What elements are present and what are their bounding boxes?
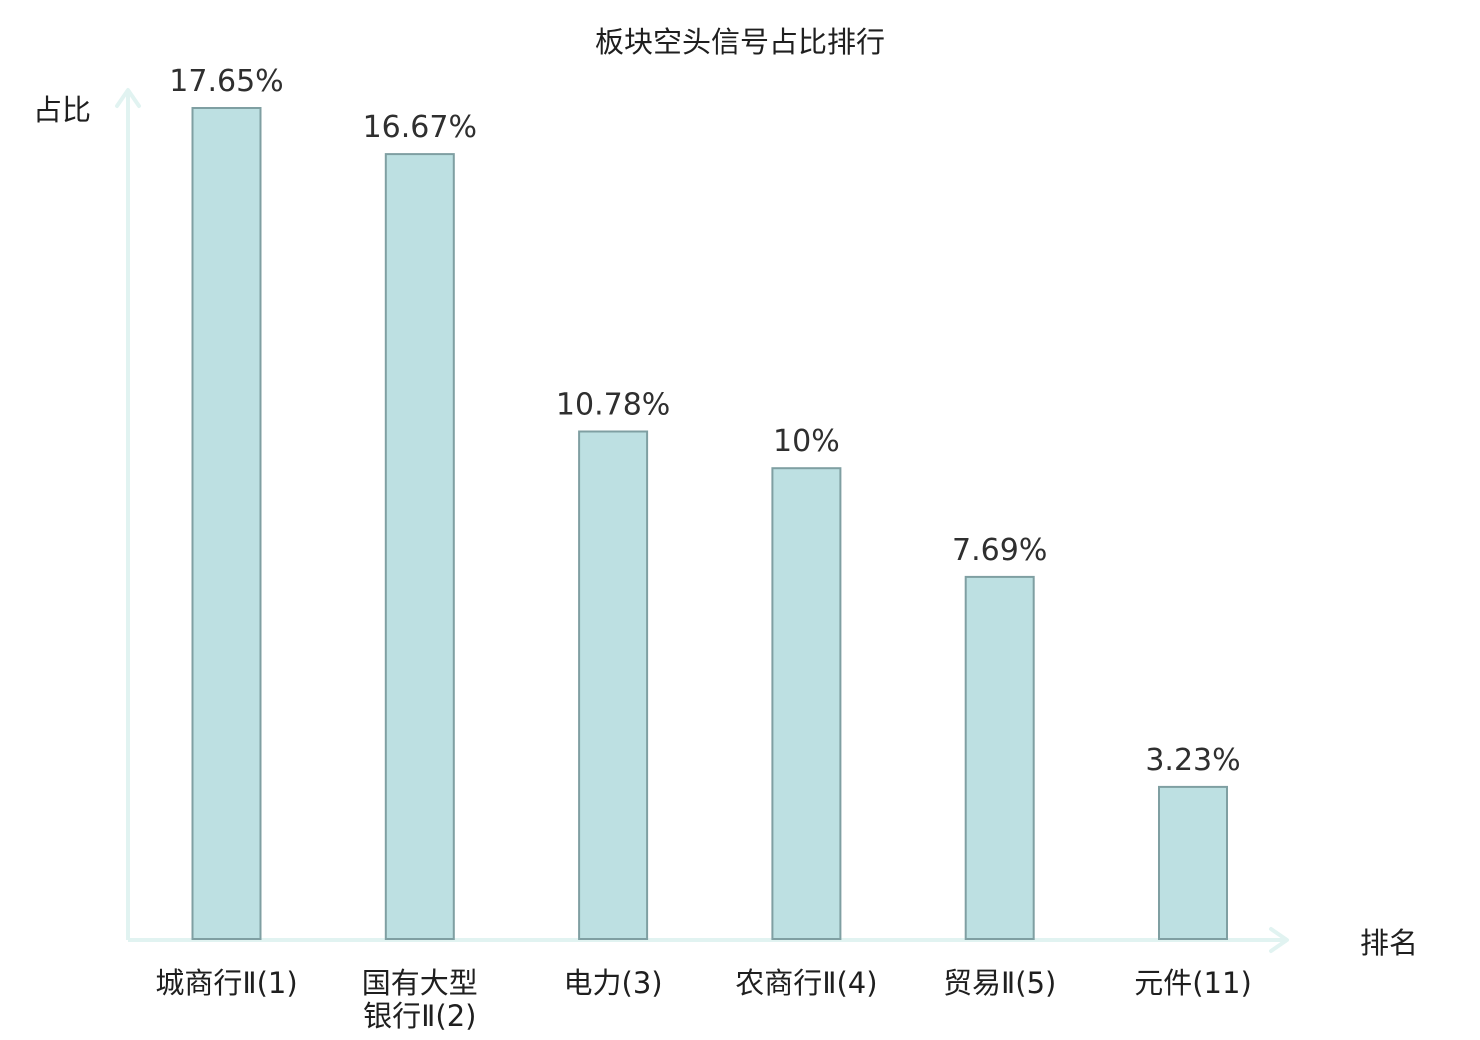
category-label-2: 国有大型银行Ⅱ(2) bbox=[362, 966, 478, 1033]
value-label-3: 10.78% bbox=[556, 388, 670, 423]
value-labels-group: 17.65% 16.67% 10.78% 10% 7.69% 3.23% bbox=[169, 64, 1240, 778]
category-label-6: 元件(11) bbox=[1134, 966, 1252, 1000]
value-label-6: 3.23% bbox=[1145, 743, 1240, 778]
bar-5 bbox=[964, 575, 1035, 941]
category-labels-group: 城商行Ⅱ(1) 国有大型银行Ⅱ(2) 电力(3) 农商行Ⅱ(4) 贸易Ⅱ(5) 元件(11… bbox=[155, 966, 1251, 1033]
value-label-4: 10% bbox=[773, 424, 840, 459]
category-label-3: 电力(3) bbox=[564, 966, 663, 1000]
category-label-1: 城商行Ⅱ(1) bbox=[155, 966, 297, 1000]
bar-2 bbox=[384, 153, 455, 941]
value-label-1: 17.65% bbox=[169, 64, 283, 99]
bar-1 bbox=[191, 107, 262, 940]
chart-title: 板块空头信号占比排行 bbox=[595, 25, 885, 59]
bar-3 bbox=[578, 430, 649, 940]
y-axis-arrowhead bbox=[115, 88, 141, 108]
value-label-5: 7.69% bbox=[952, 533, 1047, 568]
x-axis-label: 排名 bbox=[1360, 926, 1418, 960]
y-axis bbox=[115, 88, 141, 940]
category-label-5: 贸易Ⅱ(5) bbox=[943, 966, 1056, 1000]
bars-group bbox=[191, 107, 1228, 941]
category-label-4: 农商行Ⅱ(4) bbox=[735, 966, 877, 1000]
bar-6 bbox=[1158, 785, 1228, 941]
x-axis-arrowhead bbox=[1269, 927, 1289, 953]
x-axis bbox=[128, 927, 1289, 953]
value-label-2: 16.67% bbox=[363, 110, 477, 145]
y-axis-label: 占比 bbox=[33, 93, 91, 127]
bar-4 bbox=[771, 467, 842, 940]
